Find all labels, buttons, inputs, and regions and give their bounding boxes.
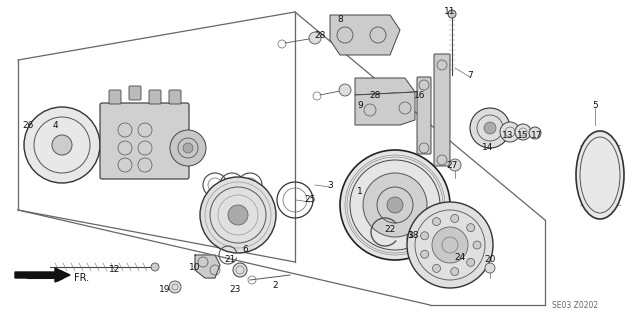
Circle shape [151, 263, 159, 271]
Circle shape [529, 127, 541, 139]
Circle shape [470, 108, 510, 148]
FancyBboxPatch shape [100, 103, 189, 179]
Circle shape [500, 122, 520, 142]
Circle shape [420, 232, 429, 240]
Text: 7: 7 [467, 70, 473, 79]
Circle shape [52, 135, 72, 155]
Polygon shape [15, 268, 70, 282]
Circle shape [200, 177, 276, 253]
Circle shape [515, 124, 531, 140]
Circle shape [183, 143, 193, 153]
Text: 20: 20 [484, 256, 496, 264]
Circle shape [451, 268, 459, 276]
Text: 1: 1 [357, 188, 363, 197]
Text: SE03 Z0202: SE03 Z0202 [552, 300, 598, 309]
Circle shape [340, 150, 450, 260]
Circle shape [433, 218, 440, 226]
Text: 8: 8 [337, 16, 343, 25]
Text: 27: 27 [446, 160, 458, 169]
Text: 17: 17 [531, 130, 543, 139]
Circle shape [420, 250, 429, 258]
Polygon shape [195, 255, 220, 278]
Circle shape [449, 159, 461, 171]
Polygon shape [330, 15, 400, 55]
Text: 6: 6 [242, 246, 248, 255]
Circle shape [484, 122, 496, 134]
Circle shape [339, 84, 351, 96]
Text: 25: 25 [304, 196, 316, 204]
Text: 16: 16 [414, 91, 426, 100]
Circle shape [363, 173, 427, 237]
Text: 23: 23 [229, 286, 241, 294]
Text: 12: 12 [109, 265, 121, 275]
Circle shape [473, 241, 481, 249]
Text: 22: 22 [385, 226, 396, 234]
Text: 15: 15 [517, 130, 529, 139]
Circle shape [387, 197, 403, 213]
Text: 21: 21 [224, 256, 236, 264]
Text: 19: 19 [159, 286, 171, 294]
Text: 18: 18 [408, 231, 420, 240]
FancyBboxPatch shape [149, 90, 161, 104]
Circle shape [309, 32, 321, 44]
Text: 13: 13 [502, 130, 514, 139]
FancyBboxPatch shape [169, 90, 181, 104]
Circle shape [448, 10, 456, 18]
Circle shape [451, 214, 459, 222]
Text: 26: 26 [22, 121, 34, 130]
Circle shape [170, 130, 206, 166]
Circle shape [467, 224, 475, 232]
Circle shape [24, 107, 100, 183]
FancyBboxPatch shape [434, 54, 450, 166]
FancyBboxPatch shape [109, 90, 121, 104]
Text: 3: 3 [407, 231, 413, 240]
Text: 2: 2 [272, 280, 278, 290]
Text: FR.: FR. [74, 273, 90, 283]
Text: 24: 24 [454, 254, 466, 263]
Text: 3: 3 [327, 181, 333, 189]
Polygon shape [355, 78, 415, 95]
Circle shape [407, 202, 493, 288]
Text: 28: 28 [369, 91, 381, 100]
Text: 5: 5 [592, 100, 598, 109]
Ellipse shape [576, 131, 624, 219]
Circle shape [233, 263, 247, 277]
Circle shape [433, 264, 440, 272]
Circle shape [228, 205, 248, 225]
Circle shape [432, 227, 468, 263]
Text: 11: 11 [444, 8, 456, 17]
Circle shape [169, 281, 181, 293]
Text: 9: 9 [357, 100, 363, 109]
FancyBboxPatch shape [129, 86, 141, 100]
Text: 10: 10 [189, 263, 201, 272]
FancyBboxPatch shape [417, 77, 431, 154]
Text: 28: 28 [314, 31, 326, 40]
Text: 4: 4 [52, 121, 58, 130]
Circle shape [467, 258, 475, 266]
Text: 14: 14 [483, 144, 493, 152]
Polygon shape [355, 92, 415, 125]
Circle shape [485, 263, 495, 273]
